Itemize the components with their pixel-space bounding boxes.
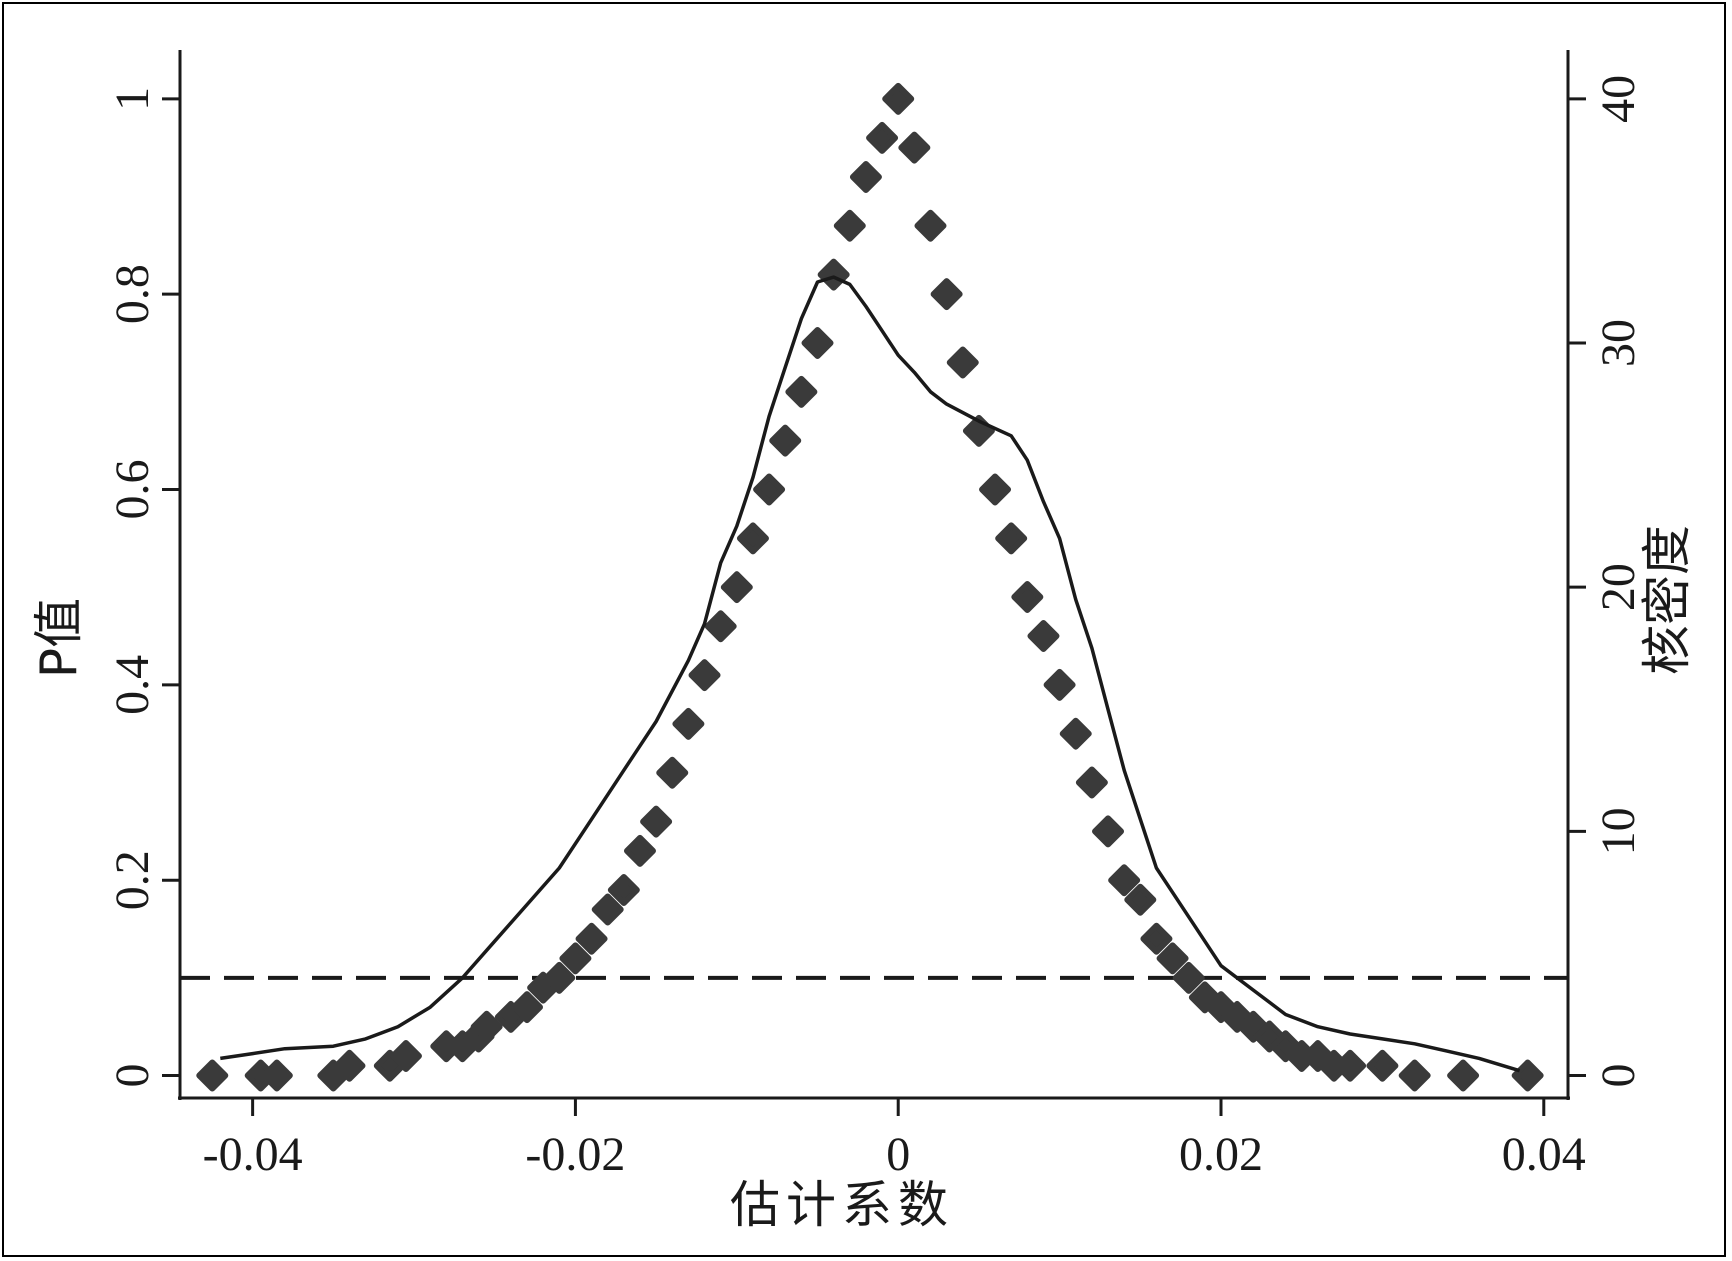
p-value-point	[511, 991, 543, 1024]
p-value-scatter-layer	[196, 82, 1544, 1092]
p-value-point	[1075, 766, 1108, 799]
p-value-point	[196, 1059, 229, 1092]
p-value-point	[1059, 717, 1092, 750]
p-value-point	[833, 209, 866, 242]
density-line-layer	[220, 275, 1521, 1073]
p-value-point	[575, 922, 608, 955]
p-value-point	[389, 1040, 422, 1073]
p-value-point	[979, 473, 1012, 506]
p-value-point	[640, 805, 673, 838]
p-value-point	[1027, 620, 1060, 653]
p-value-point	[1447, 1059, 1480, 1092]
p-value-point	[1156, 942, 1189, 975]
y-right-tick-label: 20	[1592, 563, 1645, 611]
p-value-point	[898, 131, 931, 164]
y-right-tick-label: 30	[1592, 319, 1645, 367]
p-value-point	[470, 1010, 503, 1043]
x-tick-label: -0.04	[203, 1128, 303, 1181]
p-value-point	[704, 610, 737, 643]
p-value-point	[930, 278, 963, 311]
p-value-point	[785, 375, 818, 408]
p-value-point	[543, 961, 576, 994]
p-value-point	[1334, 1049, 1367, 1082]
p-value-point	[866, 121, 899, 154]
p-value-point	[1108, 864, 1141, 897]
p-value-point	[995, 522, 1028, 555]
p-value-point	[736, 522, 769, 555]
y-axis-right-title: 核密度	[1638, 525, 1696, 675]
y-left-tick-label: 0.6	[106, 460, 159, 520]
p-value-point	[801, 327, 834, 360]
p-value-point	[1124, 883, 1157, 916]
axes-layer: -0.04 -0.02 0 0.02 0.0400.20.40.60.810102030…	[106, 50, 1645, 1181]
p-value-point	[672, 707, 705, 740]
y-axis-left-title: P值	[30, 598, 88, 678]
p-value-point	[688, 659, 721, 692]
p-value-point	[559, 942, 592, 975]
p-value-point	[1511, 1059, 1544, 1092]
y-right-tick-label: 0	[1592, 1064, 1645, 1088]
p-value-point	[656, 756, 689, 789]
x-tick-label: -0.02	[525, 1128, 625, 1181]
y-left-tick-label: 0.4	[106, 655, 159, 715]
p-value-point	[769, 424, 802, 457]
p-value-point	[849, 160, 882, 193]
y-left-tick-label: 1	[106, 87, 159, 111]
p-value-point	[623, 834, 656, 867]
p-value-point	[914, 209, 947, 242]
p-value-point	[946, 346, 979, 379]
x-tick-label: 0.02	[1179, 1128, 1263, 1181]
x-tick-label: 0	[886, 1128, 910, 1181]
y-right-tick-label: 10	[1592, 807, 1645, 855]
p-value-point	[1398, 1059, 1431, 1092]
p-value-point	[607, 873, 640, 906]
kernel-density-line	[220, 275, 1521, 1073]
x-tick-label: 0.04	[1502, 1128, 1586, 1181]
p-value-point	[1366, 1049, 1399, 1082]
y-left-tick-label: 0.8	[106, 264, 159, 324]
p-value-point	[1092, 815, 1125, 848]
p-value-point	[882, 82, 915, 115]
p-value-point	[1043, 668, 1076, 701]
y-right-tick-label: 40	[1592, 75, 1645, 123]
x-axis-title: 估计系数	[730, 1176, 954, 1234]
y-left-tick-label: 0.2	[106, 850, 159, 910]
p-value-point	[1172, 961, 1205, 994]
y-left-tick-label: 0	[106, 1064, 159, 1088]
p-value-point	[591, 893, 624, 926]
p-value-point	[753, 473, 786, 506]
p-value-point	[1011, 580, 1044, 613]
p-value-point	[333, 1049, 366, 1082]
p-value-point	[720, 571, 753, 604]
p-value-point	[1140, 922, 1173, 955]
p-value-point	[817, 258, 850, 291]
p-value-point	[260, 1059, 293, 1092]
